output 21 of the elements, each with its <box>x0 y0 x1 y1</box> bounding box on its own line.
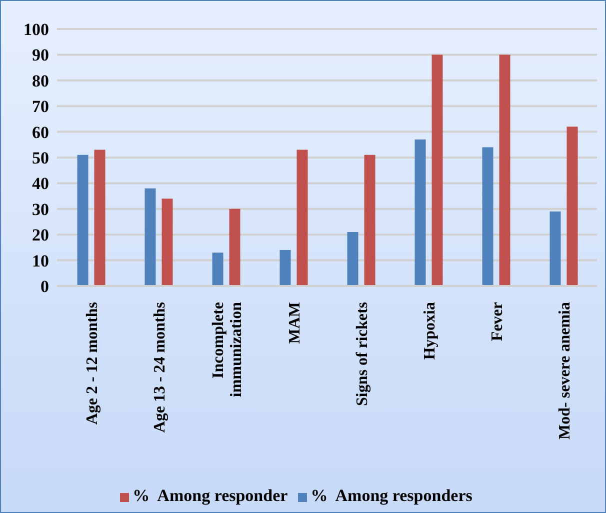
x-tick-label: Hypoxia <box>421 302 438 360</box>
x-tick-label: Incomplete immunization <box>210 302 245 398</box>
x-tick-label: Age 2 - 12 months <box>84 302 101 425</box>
x-tick-label: Age 13 - 24 months <box>151 302 168 433</box>
x-tick-label: Signs of rickets <box>354 302 371 406</box>
y-tick-label: 40 <box>32 174 49 194</box>
y-tick-label: 20 <box>32 226 49 245</box>
legend-label: % Among responders <box>310 486 472 505</box>
x-tick-label: Mod- severe anemia <box>556 302 574 440</box>
y-tick-label: 70 <box>32 97 49 116</box>
x-tick-label: MAM <box>286 302 304 344</box>
x-tick-label: Fever <box>488 302 506 342</box>
y-tick-label: 60 <box>32 122 49 142</box>
y-tick-label: 90 <box>32 46 49 65</box>
y-tick-label: 10 <box>32 251 49 270</box>
y-tick-label: 0 <box>40 277 49 296</box>
y-tick-label: 30 <box>32 200 49 219</box>
y-tick-label: 80 <box>32 71 49 90</box>
y-tick-label: 100 <box>24 20 49 40</box>
legend-label: % Among responder <box>132 486 288 505</box>
y-tick-label: 50 <box>32 148 49 168</box>
